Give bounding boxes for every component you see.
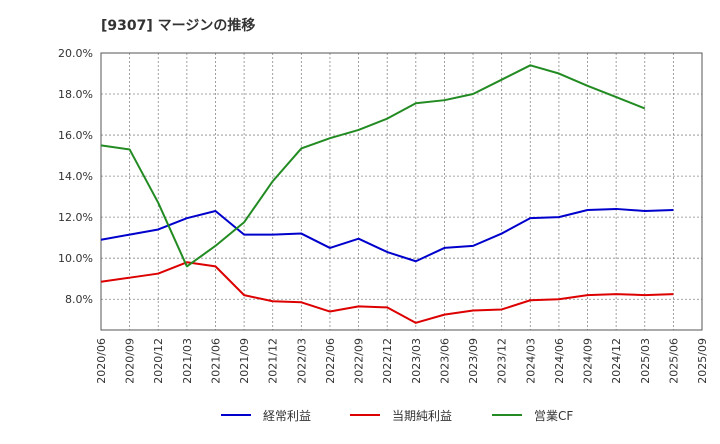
x-tick-label: 2024/09: [582, 338, 595, 384]
y-tick-label: 12.0%: [58, 211, 93, 224]
legend: 経常利益 当期純利益 営業CF: [221, 409, 573, 423]
x-tick-label: 2024/12: [610, 338, 623, 384]
x-tick-label: 2022/09: [353, 338, 366, 384]
series-line-0: [100, 207, 674, 263]
y-tick-label: 14.0%: [58, 170, 93, 183]
y-tick-label: 16.0%: [58, 129, 93, 142]
plot-area: [101, 53, 702, 330]
chart-title: [9307] マージンの推移: [101, 17, 255, 34]
x-tick-label: 2025/03: [639, 338, 652, 384]
x-tick-label: 2021/06: [209, 338, 222, 384]
x-tick-label: 2021/03: [181, 338, 194, 384]
axis-layer: 8.0% 10.0% 12.0% 14.0% 16.0% 18.0% 20.0% 2020/0…: [58, 47, 709, 384]
legend-label-0: 経常利益: [263, 409, 311, 423]
x-tick-label: 2023/12: [496, 338, 509, 384]
y-tick-label: 10.0%: [58, 252, 93, 265]
x-tick-label: 2022/06: [324, 338, 337, 384]
legend-label-2: 営業CF: [534, 409, 573, 423]
x-tick-label: 2022/12: [381, 338, 394, 384]
x-tick-label: 2025/09: [696, 338, 709, 384]
x-tick-label: 2022/03: [295, 338, 308, 384]
x-tick-label: 2023/06: [438, 338, 451, 384]
x-tick-label: 2020/06: [95, 338, 108, 384]
x-tick-label: 2020/09: [124, 338, 137, 384]
x-tick-label: 2024/06: [553, 338, 566, 384]
x-tick-label: 2020/12: [152, 338, 165, 384]
x-tick-label: 2024/03: [524, 338, 537, 384]
x-tick-label: 2025/06: [667, 338, 680, 384]
plot-frame: [100, 52, 703, 331]
x-tick-label: 2023/09: [467, 338, 480, 384]
y-tick-label: 8.0%: [65, 293, 93, 306]
legend-label-1: 当期純利益: [392, 409, 452, 423]
series-layer: [100, 64, 674, 324]
grid-layer: [100, 52, 703, 330]
series-line-1: [100, 261, 674, 324]
x-tick-label: 2023/03: [410, 338, 423, 384]
x-tick-label: 2021/09: [238, 338, 251, 384]
y-tick-label: 18.0%: [58, 88, 93, 101]
y-tick-label: 20.0%: [58, 47, 93, 60]
x-tick-label: 2021/12: [267, 338, 280, 384]
series-line-2: [100, 64, 646, 268]
